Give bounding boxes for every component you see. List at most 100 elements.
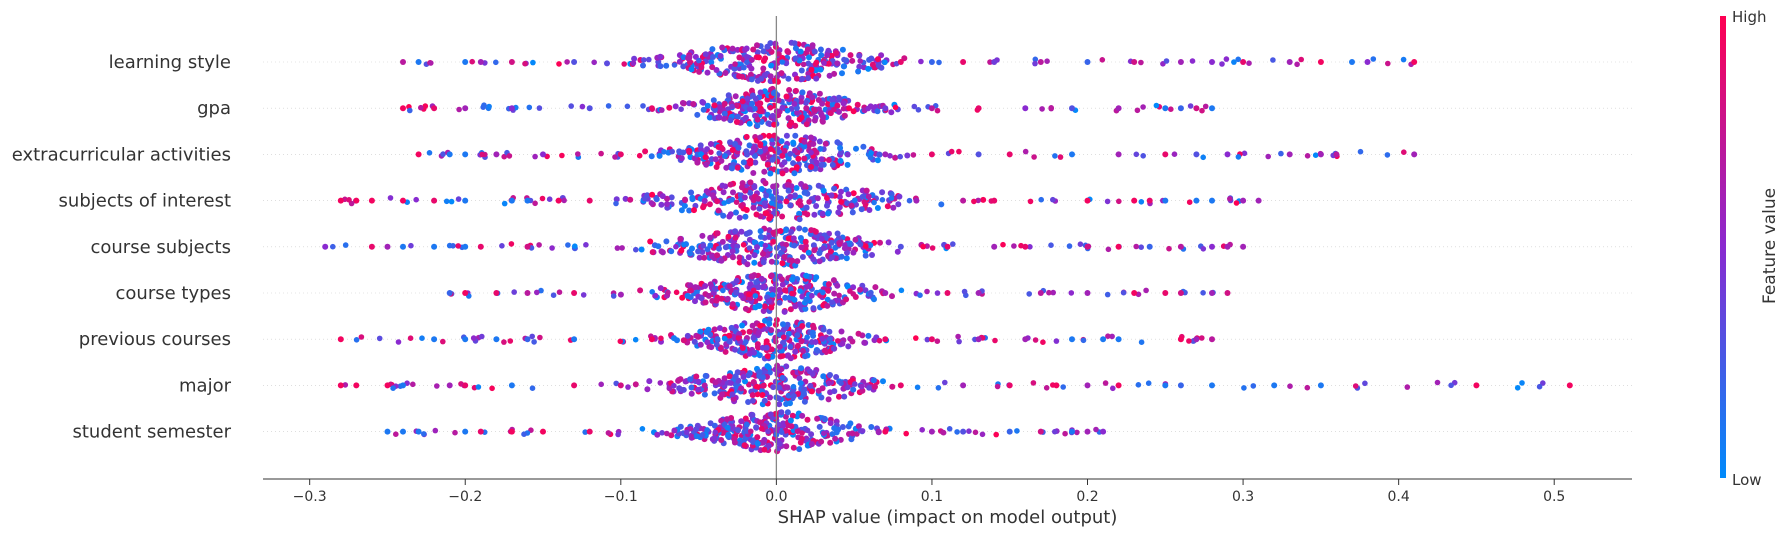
shap-point (771, 121, 778, 128)
shap-point (890, 204, 897, 211)
shap-point (689, 196, 696, 203)
shap-point (322, 243, 329, 250)
shap-point (648, 200, 655, 206)
shap-point (1370, 56, 1377, 62)
shap-point (712, 156, 719, 163)
shap-point (809, 329, 816, 336)
shap-point (854, 101, 861, 108)
shap-point (462, 197, 469, 204)
shap-point (1052, 153, 1058, 159)
shap-point (813, 274, 820, 281)
shap-point (1401, 149, 1407, 155)
shap-point (1069, 105, 1075, 112)
shap-point (768, 200, 775, 206)
feature-label: subjects of interest (59, 191, 231, 212)
shap-point (754, 77, 761, 84)
shap-point (684, 332, 691, 339)
shap-point (787, 306, 794, 313)
shap-point (784, 48, 791, 55)
shap-point (776, 384, 782, 391)
shap-point (847, 52, 854, 59)
shap-point (508, 105, 515, 112)
shap-point (1115, 336, 1122, 343)
shap-point (658, 201, 665, 208)
shap-point (450, 243, 456, 249)
shap-point (818, 438, 825, 445)
shap-point (728, 380, 734, 386)
shap-point (749, 92, 756, 99)
shap-point (736, 54, 743, 61)
shap-point (1080, 337, 1087, 344)
shap-point (746, 350, 753, 357)
shap-point (521, 431, 527, 438)
shap-point (975, 151, 982, 158)
shap-point (802, 183, 809, 190)
shap-point (1434, 379, 1441, 386)
shap-point (661, 149, 667, 155)
shap-point (1146, 197, 1153, 204)
shap-point (682, 378, 689, 385)
shap-point (888, 195, 895, 201)
shap-point (622, 195, 629, 202)
shap-point (470, 335, 477, 341)
shap-point (346, 197, 352, 203)
shap-point (1109, 333, 1115, 340)
shap-point (522, 60, 528, 67)
shap-point (801, 155, 808, 162)
x-tick-label: −0.2 (448, 489, 482, 505)
shap-point (720, 189, 727, 196)
shap-point (742, 213, 749, 220)
shap-point (852, 381, 858, 387)
shap-point (797, 48, 804, 55)
shap-point (586, 197, 593, 204)
shap-point (718, 417, 725, 424)
shap-point (838, 328, 845, 335)
shap-point (1077, 241, 1084, 247)
shap-point (337, 197, 344, 204)
shap-point (874, 205, 881, 211)
shap-point (407, 335, 414, 342)
shap-point (702, 283, 709, 289)
shap-point (802, 226, 808, 233)
shap-point (841, 245, 848, 252)
shap-point (768, 327, 775, 334)
shap-point (777, 228, 784, 234)
shap-point (877, 239, 883, 246)
shap-point (695, 248, 702, 255)
shap-point (800, 389, 807, 396)
shap-point (746, 106, 753, 113)
shap-point (820, 326, 827, 333)
shap-point (1209, 59, 1215, 65)
shap-point (821, 347, 828, 354)
shap-point (761, 168, 768, 175)
shap-point (716, 104, 723, 111)
shap-point (785, 187, 792, 194)
shap-point (811, 211, 818, 218)
shap-point (730, 189, 736, 196)
shap-point (393, 431, 399, 438)
shap-point (765, 442, 772, 449)
shap-point (723, 164, 730, 171)
shap-point (889, 383, 896, 390)
shap-point (743, 421, 750, 428)
shap-point (786, 87, 793, 93)
shap-point (879, 189, 886, 196)
shap-point (876, 151, 883, 158)
shap-point (710, 97, 717, 104)
shap-point (894, 248, 901, 255)
shap-point (805, 60, 812, 67)
shap-point (868, 55, 875, 62)
shap-point (915, 107, 922, 113)
shap-point (1187, 103, 1194, 109)
shap-point (882, 59, 888, 66)
shap-point (455, 196, 462, 202)
shap-point (901, 55, 908, 62)
shap-point (1224, 243, 1231, 250)
shap-point (353, 197, 360, 204)
shap-point (700, 106, 707, 113)
shap-point (671, 335, 677, 342)
shap-point (431, 243, 438, 250)
shap-point (754, 116, 761, 123)
shap-point (826, 72, 833, 79)
shap-point (1265, 153, 1271, 160)
